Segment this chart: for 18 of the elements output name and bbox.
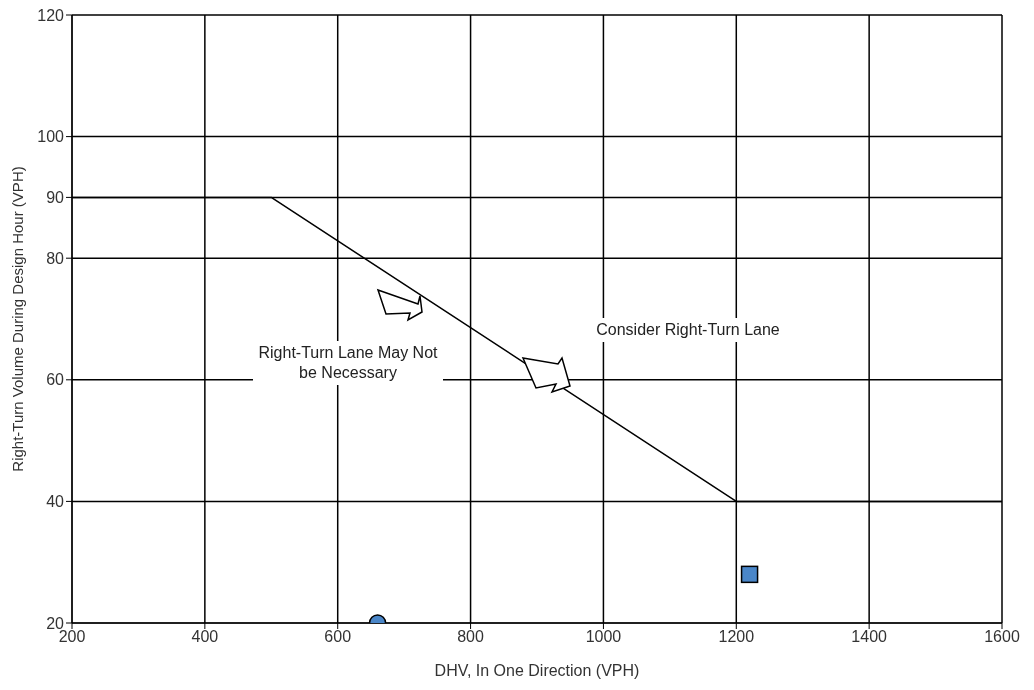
x-tick-label: 600 — [324, 628, 352, 646]
x-tick-label: 800 — [457, 628, 485, 646]
y-tick-label: 100 — [37, 128, 65, 146]
y-tick-label: 120 — [37, 6, 65, 24]
annotation: Right-Turn Lane May Not be Necessary — [253, 341, 443, 385]
x-tick-label: 200 — [58, 628, 86, 646]
x-tick-label: 400 — [191, 628, 219, 646]
y-tick-label: 90 — [46, 189, 65, 207]
y-tick-label: 60 — [46, 371, 65, 389]
x-tick-label: 1200 — [718, 628, 755, 646]
x-axis-title: DHV, In One Direction (VPH) — [434, 662, 640, 679]
x-tick-label: 1600 — [984, 628, 1020, 646]
x-tick-label: 1000 — [585, 628, 622, 646]
y-axis-title: Right-Turn Volume During Design Hour (VPH) — [9, 166, 27, 472]
x-tick-label: 1400 — [851, 628, 888, 646]
y-tick-label: 80 — [46, 249, 65, 267]
y-tick-label: 40 — [46, 493, 65, 511]
annotation: Consider Right-Turn Lane — [593, 318, 783, 342]
